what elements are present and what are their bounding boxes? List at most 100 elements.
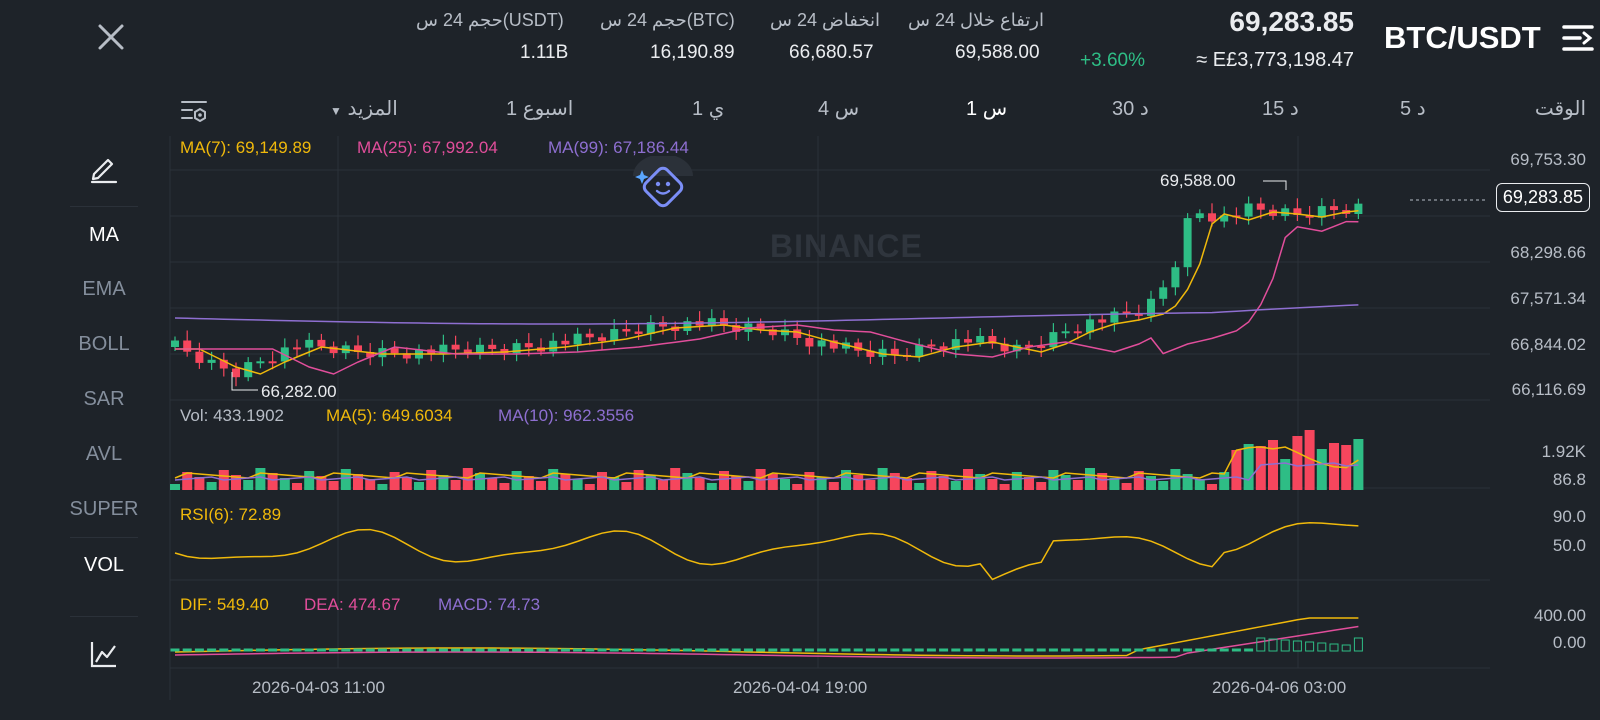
pair-title[interactable]: BTC/USDT bbox=[1384, 20, 1541, 55]
candle-body bbox=[1098, 319, 1107, 323]
macd-bar bbox=[1036, 648, 1046, 652]
candle-body bbox=[890, 348, 899, 355]
macd-bar bbox=[1048, 648, 1058, 652]
candle-body bbox=[402, 353, 411, 359]
candle-body bbox=[768, 329, 777, 336]
candle-body bbox=[232, 368, 240, 378]
tab-more-label: المزيد bbox=[347, 98, 398, 120]
sidebar-item-avl[interactable]: AVL bbox=[85, 443, 123, 465]
macd-bar bbox=[695, 648, 705, 652]
macd-bar bbox=[1280, 639, 1290, 652]
candle-body bbox=[781, 329, 789, 336]
macd-bar bbox=[1244, 648, 1254, 652]
draw-tool-icon[interactable] bbox=[88, 152, 120, 184]
macd-bar bbox=[926, 648, 936, 652]
macd-bar bbox=[719, 648, 729, 652]
candle-body bbox=[622, 329, 631, 332]
macd-bar bbox=[585, 648, 595, 652]
macd-bar bbox=[536, 648, 546, 652]
stat-label-high: ارتفاع خلال 24 س bbox=[908, 10, 1044, 30]
tab-1w[interactable]: 1 اسبوع bbox=[506, 98, 574, 120]
macd-bar bbox=[487, 648, 497, 652]
macd-bar bbox=[329, 648, 339, 652]
volume-bar bbox=[1097, 473, 1108, 490]
last-price: 69,283.85 bbox=[1229, 6, 1354, 37]
candle-body bbox=[1195, 213, 1204, 219]
volume-bar bbox=[780, 479, 790, 490]
ma7-line bbox=[175, 210, 1359, 375]
volume-bar bbox=[1316, 449, 1327, 490]
time-label[interactable]: الوقت bbox=[1534, 98, 1586, 120]
sidebar-item-ema[interactable]: EMA bbox=[82, 278, 126, 300]
candle-body bbox=[829, 340, 838, 349]
macd-bar bbox=[768, 648, 778, 652]
volume-bar bbox=[1060, 475, 1071, 490]
macd-bar bbox=[1353, 637, 1363, 652]
stat-label-vol-usdt: حجم 24 س(USDT) bbox=[416, 10, 564, 30]
dea-line bbox=[174, 625, 1359, 659]
volume-bar bbox=[828, 482, 839, 490]
tab-5m[interactable]: 5 د bbox=[1400, 98, 1426, 120]
volume-bar bbox=[950, 481, 961, 490]
volume-bar bbox=[548, 469, 559, 490]
sidebar-item-vol[interactable]: VOL bbox=[83, 554, 125, 576]
macd-bar bbox=[353, 648, 363, 652]
candle-body bbox=[1110, 311, 1119, 323]
volume-bar bbox=[999, 484, 1010, 490]
candle-body bbox=[854, 342, 863, 351]
caret-down-icon: ▼ bbox=[330, 104, 342, 118]
ma7-label: MA(7): 69,149.89 bbox=[180, 138, 312, 157]
stat-value-vol-btc: 16,190.89 bbox=[650, 42, 735, 63]
macd-bar bbox=[1195, 648, 1205, 652]
volume-bar bbox=[560, 474, 571, 490]
macd-bar bbox=[316, 648, 326, 652]
sidebar-item-ma[interactable]: MA bbox=[89, 224, 119, 246]
volume-bar bbox=[804, 472, 815, 490]
tab-30m[interactable]: 30 د bbox=[1112, 98, 1149, 120]
volume-bar bbox=[426, 470, 437, 490]
indicator-chart-icon[interactable] bbox=[88, 638, 120, 670]
tab-1h[interactable]: 1 س bbox=[966, 98, 1008, 120]
volume-axis-label: 86.8 bbox=[1552, 470, 1586, 489]
macd-bar bbox=[634, 648, 644, 652]
chart-settings-icon[interactable] bbox=[180, 98, 210, 122]
volume-bar bbox=[279, 478, 290, 490]
menu-icon[interactable] bbox=[1562, 24, 1594, 52]
macd-bar bbox=[377, 648, 387, 652]
candle-body bbox=[720, 318, 728, 326]
tab-15m[interactable]: 15 د bbox=[1262, 98, 1299, 120]
candle-body bbox=[195, 351, 204, 363]
price-axis-label: 66,116.69 bbox=[1511, 380, 1586, 399]
candle-body bbox=[207, 359, 216, 363]
macd-bar bbox=[1097, 648, 1107, 652]
macd-bar bbox=[1024, 648, 1034, 652]
volume-bar bbox=[792, 484, 803, 490]
candle-body bbox=[244, 362, 253, 378]
tab-1d[interactable]: 1 ي bbox=[692, 98, 725, 120]
ai-assistant-icon[interactable] bbox=[628, 156, 698, 222]
tab-more[interactable]: ▼ المزيد bbox=[330, 96, 398, 121]
rsi-axis-label: 90.0 bbox=[1552, 507, 1586, 526]
volume-bar bbox=[841, 470, 851, 490]
candle-body bbox=[329, 346, 338, 354]
volume-bar bbox=[1036, 482, 1047, 490]
sidebar-item-boll[interactable]: BOLL bbox=[78, 333, 130, 355]
macd-bar bbox=[1207, 648, 1217, 652]
dea-label: DEA: 474.67 bbox=[304, 595, 401, 614]
macd-bar bbox=[1158, 648, 1168, 652]
sidebar-item-sar[interactable]: SAR bbox=[83, 388, 125, 410]
sidebar-item-super[interactable]: SUPER bbox=[69, 498, 139, 520]
candle-body bbox=[268, 361, 277, 364]
candle-body bbox=[171, 340, 179, 347]
candle-body bbox=[976, 336, 985, 343]
macd-bar bbox=[207, 648, 217, 652]
sidebar-divider bbox=[70, 616, 138, 617]
tab-4h[interactable]: 4 س bbox=[818, 98, 860, 120]
candle-body bbox=[1122, 311, 1131, 314]
macd-bar bbox=[975, 648, 985, 652]
macd-bar bbox=[682, 648, 692, 652]
macd-bar bbox=[438, 648, 448, 652]
candle-body bbox=[951, 339, 960, 350]
close-icon[interactable] bbox=[92, 18, 130, 56]
